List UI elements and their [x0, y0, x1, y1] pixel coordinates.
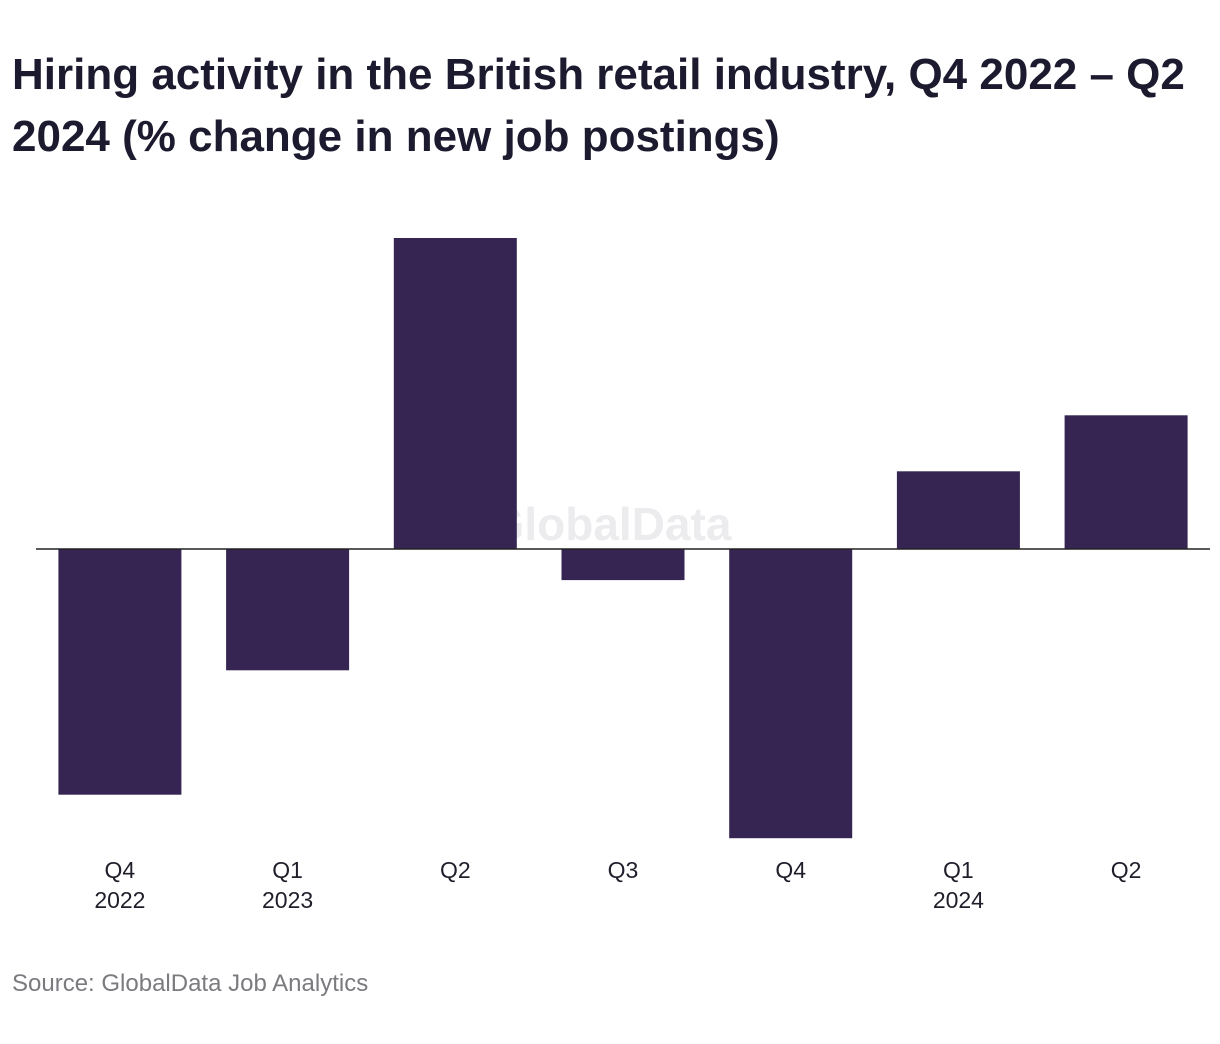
x-tick-quarter: Q1	[272, 857, 303, 883]
x-tick-quarter: Q3	[608, 857, 639, 883]
x-tick-year: 2022	[94, 887, 145, 913]
x-tick-quarter: Q2	[440, 857, 471, 883]
bar-1	[226, 549, 350, 671]
watermark-logo: GlobalData	[489, 498, 732, 550]
bars-group	[58, 238, 1188, 839]
bar-2	[393, 238, 517, 549]
bar-3	[561, 549, 685, 581]
x-tick-year: 2024	[933, 887, 984, 913]
bar-5	[896, 471, 1020, 550]
bar-6	[1064, 415, 1188, 549]
x-tick-year: 2023	[262, 887, 313, 913]
x-tick-quarter: Q1	[943, 857, 974, 883]
bar-0	[58, 549, 182, 795]
x-tick-quarter: Q4	[105, 857, 136, 883]
bar-4	[729, 549, 853, 839]
source-note: Source: GlobalData Job Analytics	[12, 970, 369, 997]
x-axis-ticks: Q4 2022 Q1 2023 Q2 Q3 Q4 Q1 2024 Q2	[94, 857, 1141, 913]
chart-title: Hiring activity in the British retail in…	[12, 50, 1185, 161]
x-tick-quarter: Q4	[775, 857, 806, 883]
x-tick-quarter: Q2	[1111, 857, 1142, 883]
